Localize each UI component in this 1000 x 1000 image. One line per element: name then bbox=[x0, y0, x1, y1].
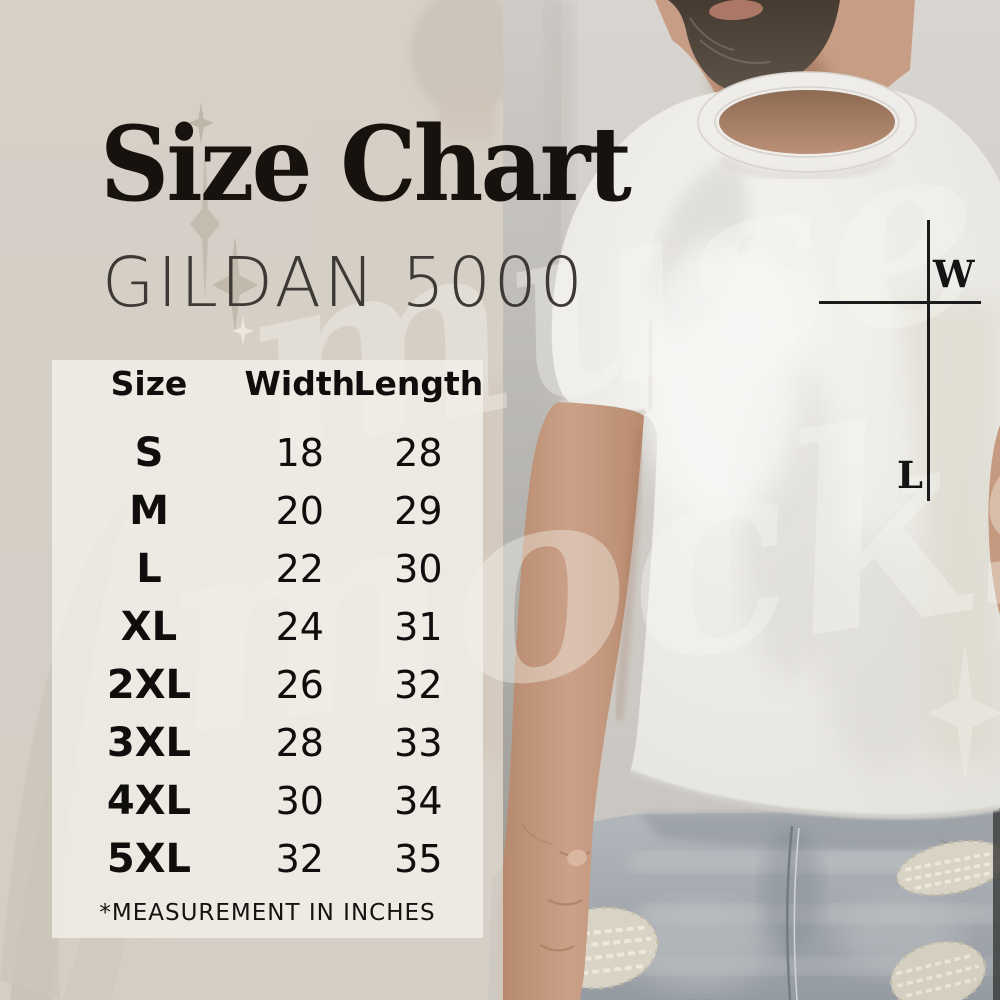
shirt-hem bbox=[629, 769, 1000, 820]
page-title: Size Chart bbox=[100, 104, 632, 225]
length-label: L bbox=[897, 453, 924, 497]
table-header-row: Size Width Length bbox=[52, 360, 484, 406]
left-arm-hand bbox=[497, 402, 644, 1000]
table-row: 3XL 28 33 bbox=[52, 714, 483, 772]
jeans-rip bbox=[895, 839, 1000, 897]
table-row: M 20 29 bbox=[52, 482, 483, 540]
header-size: Size bbox=[110, 363, 188, 403]
width-cell: 26 bbox=[275, 663, 324, 707]
fingernail bbox=[567, 849, 587, 867]
lips bbox=[709, 0, 763, 21]
length-cell: 28 bbox=[394, 431, 443, 475]
white-tshirt bbox=[551, 71, 1000, 820]
header-length: Length bbox=[353, 363, 484, 403]
size-table-panel: Size Width Length S 18 28 M 20 29 L 22 3… bbox=[52, 360, 483, 938]
length-measure-line bbox=[927, 220, 930, 501]
length-cell: 31 bbox=[394, 605, 443, 649]
width-measure-line bbox=[819, 301, 981, 304]
header-width: Width bbox=[244, 363, 356, 403]
table-row: 5XL 32 35 bbox=[52, 830, 483, 888]
length-cell: 29 bbox=[394, 489, 443, 533]
length-cell: 35 bbox=[394, 837, 443, 881]
width-cell: 30 bbox=[275, 779, 324, 823]
table-row: 4XL 30 34 bbox=[52, 772, 483, 830]
width-cell: 24 bbox=[275, 605, 324, 649]
right-arm-sliver bbox=[988, 425, 1000, 615]
size-cell: L bbox=[136, 546, 162, 592]
width-cell: 32 bbox=[275, 837, 324, 881]
size-cell: M bbox=[129, 488, 169, 534]
table-row: XL 24 31 bbox=[52, 598, 483, 656]
width-label: W bbox=[933, 252, 975, 296]
width-cell: 20 bbox=[275, 489, 324, 533]
table-row: S 18 28 bbox=[52, 424, 483, 482]
length-cell: 34 bbox=[394, 779, 443, 823]
size-cell: 4XL bbox=[106, 778, 192, 824]
collar-opening bbox=[719, 90, 895, 154]
width-cell: 28 bbox=[275, 721, 324, 765]
width-cell: 22 bbox=[275, 547, 324, 591]
size-cell: 3XL bbox=[106, 720, 192, 766]
collar-rib bbox=[698, 71, 916, 173]
table-row: L 22 30 bbox=[52, 540, 483, 598]
jeans-rip bbox=[889, 940, 987, 1000]
jeans-fly-seam bbox=[785, 825, 794, 1000]
width-cell: 18 bbox=[275, 431, 324, 475]
beard bbox=[668, 0, 840, 93]
size-cell: 2XL bbox=[106, 662, 192, 708]
size-cell: 5XL bbox=[106, 836, 192, 882]
length-cell: 33 bbox=[394, 721, 443, 765]
table-row: 2XL 26 32 bbox=[52, 656, 483, 714]
length-cell: 32 bbox=[394, 663, 443, 707]
size-cell: XL bbox=[120, 604, 178, 650]
page-subtitle: GILDAN 5000 bbox=[102, 243, 586, 323]
size-cell: S bbox=[134, 430, 164, 476]
measurement-footnote: *MEASUREMENT IN INCHES bbox=[99, 900, 436, 926]
length-cell: 30 bbox=[394, 547, 443, 591]
